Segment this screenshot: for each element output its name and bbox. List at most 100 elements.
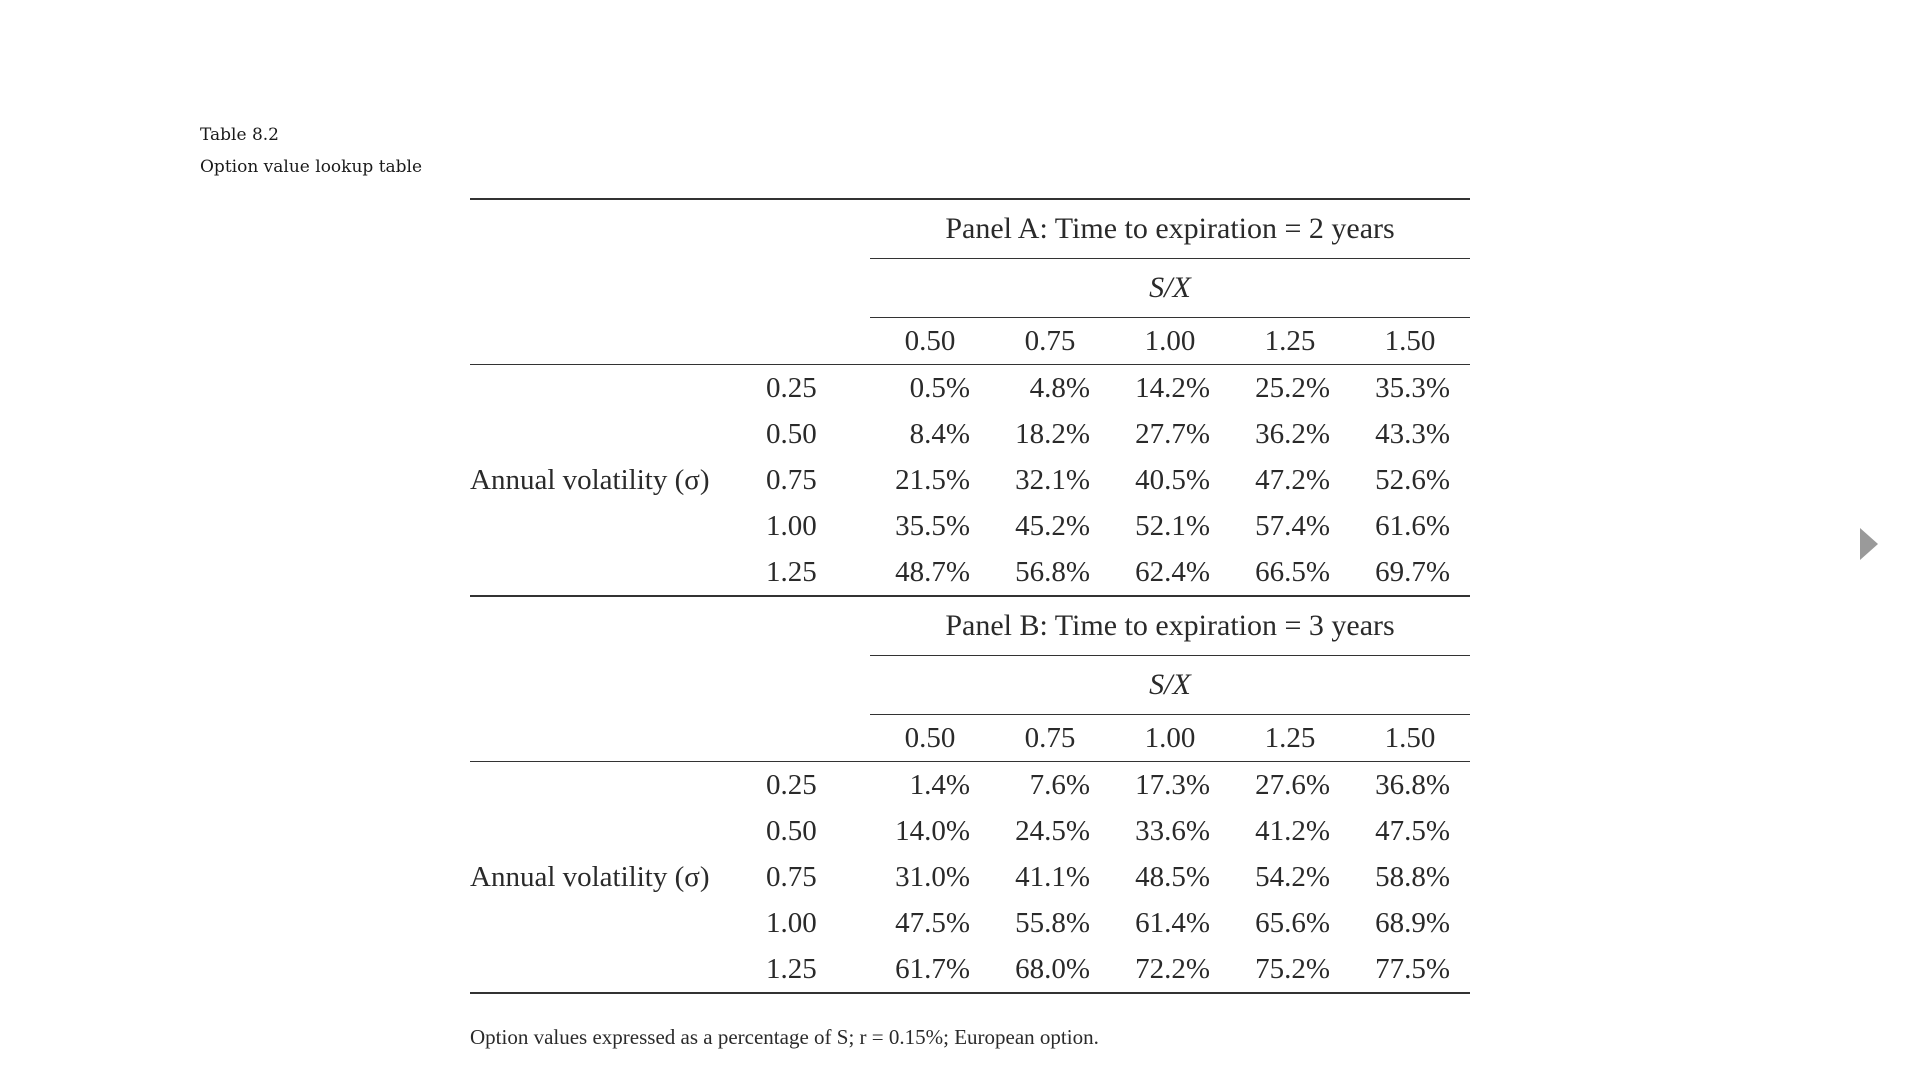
sx-row: S/X <box>470 258 1471 318</box>
table-row: 1.25 61.7% 68.0% 72.2% 75.2% 77.5% <box>470 946 1471 994</box>
empty-cell <box>470 714 870 762</box>
option-value-table: Panel A: Time to expiration = 2 years S/X… <box>470 198 1471 994</box>
option-value-cell: 52.6% <box>1375 463 1451 496</box>
volatility-value: 0.50 <box>766 417 817 450</box>
option-value-cell: 72.2% <box>1110 946 1230 994</box>
option-value-cell: 58.8% <box>1375 860 1451 893</box>
row-group-label: Annual volatility (σ) <box>470 860 710 893</box>
column-header: 1.00 <box>1110 317 1230 365</box>
empty-cell <box>470 946 760 994</box>
volatility-value: 0.75 <box>766 463 817 496</box>
option-value-cell: 40.5% <box>1135 463 1210 496</box>
option-value-cell: 17.3% <box>1135 768 1210 801</box>
option-value-cell: 0.5% <box>909 371 970 404</box>
option-value-cell: 1.4% <box>909 768 970 801</box>
sx-label: S/X <box>870 258 1471 318</box>
panel-title-row: Panel B: Time to expiration = 3 years <box>470 596 1471 656</box>
option-value-cell: 36.8% <box>1375 768 1451 801</box>
table-number: Table 8.2 <box>200 125 279 145</box>
option-value-cell: 47.5% <box>1375 814 1451 847</box>
volatility-value: 1.25 <box>760 946 870 994</box>
option-value-cell: 24.5% <box>1015 814 1090 847</box>
empty-cell <box>470 198 870 259</box>
option-value-cell: 77.5% <box>1350 946 1471 994</box>
empty-cell <box>470 549 760 597</box>
empty-cell <box>470 808 760 854</box>
table-row: Annual volatility (σ) 0.75 31.0% 41.1% 48.5%… <box>470 854 1470 900</box>
option-value-cell: 14.0% <box>895 814 970 847</box>
option-value-cell: 52.1% <box>1135 509 1210 542</box>
empty-cell <box>470 365 760 412</box>
option-value-cell: 4.8% <box>1029 371 1090 404</box>
column-header: 0.50 <box>870 714 990 762</box>
option-value-cell: 7.6% <box>1029 768 1090 801</box>
option-value-cell: 61.7% <box>870 946 990 994</box>
column-header-row: 0.50 0.75 1.00 1.25 1.50 <box>470 714 1471 762</box>
option-value-cell: 41.2% <box>1255 814 1330 847</box>
table-row: 0.50 14.0% 24.5% 33.6% 41.2% 47.5% <box>470 808 1470 854</box>
empty-cell <box>470 317 870 365</box>
option-value-cell: 33.6% <box>1135 814 1210 847</box>
option-value-cell: 75.2% <box>1230 946 1350 994</box>
option-value-cell: 48.7% <box>870 549 990 597</box>
option-value-cell: 56.8% <box>990 549 1110 597</box>
column-header: 1.25 <box>1230 317 1350 365</box>
column-header: 0.75 <box>990 317 1110 365</box>
volatility-value: 0.25 <box>766 768 817 801</box>
table-row: 1.00 47.5% 55.8% 61.4% 65.6% 68.9% <box>470 900 1470 946</box>
option-value-cell: 18.2% <box>1015 417 1090 450</box>
option-value-cell: 31.0% <box>895 860 970 893</box>
triangle-right-icon[interactable] <box>1860 528 1878 560</box>
option-value-cell: 21.5% <box>895 463 970 496</box>
panel-title: Panel B: Time to expiration = 3 years <box>870 596 1471 656</box>
empty-cell <box>470 503 760 549</box>
option-value-cell: 35.3% <box>1375 371 1451 404</box>
option-value-cell: 35.5% <box>895 509 970 542</box>
column-header: 1.50 <box>1350 317 1471 365</box>
option-value-cell: 62.4% <box>1110 549 1230 597</box>
option-value-cell: 47.5% <box>895 906 970 939</box>
table-footnote: Option values expressed as a percentage … <box>470 1025 1099 1049</box>
column-header: 0.50 <box>870 317 990 365</box>
volatility-value: 1.00 <box>766 509 817 542</box>
empty-cell <box>470 656 870 715</box>
empty-cell <box>470 762 760 809</box>
sx-row: S/X <box>470 655 1471 715</box>
option-value-cell: 68.9% <box>1375 906 1451 939</box>
table-row: 1.25 48.7% 56.8% 62.4% 66.5% 69.7% <box>470 549 1471 597</box>
panel-title-row: Panel A: Time to expiration = 2 years <box>470 198 1471 259</box>
table-row: Annual volatility (σ) 0.75 21.5% 32.1% 40.5%… <box>470 457 1470 503</box>
volatility-value: 0.75 <box>766 860 817 893</box>
lookup-table: Panel A: Time to expiration = 2 years S/X… <box>470 198 1471 994</box>
table-row: 1.00 35.5% 45.2% 52.1% 57.4% 61.6% <box>470 503 1470 549</box>
option-value-cell: 27.6% <box>1255 768 1330 801</box>
volatility-value: 0.25 <box>766 371 817 404</box>
option-value-cell: 54.2% <box>1255 860 1330 893</box>
option-value-cell: 32.1% <box>1015 463 1090 496</box>
panel-b: Panel B: Time to expiration = 3 years S/X… <box>470 596 1471 994</box>
option-value-cell: 43.3% <box>1375 417 1451 450</box>
row-group-label: Annual volatility (σ) <box>470 463 710 496</box>
table-title: Option value lookup table <box>200 157 423 177</box>
option-value-cell: 8.4% <box>909 417 970 450</box>
column-header: 1.50 <box>1350 714 1471 762</box>
table-row: 0.25 1.4% 7.6% 17.3% 27.6% 36.8% <box>470 762 1470 809</box>
option-value-cell: 55.8% <box>1015 906 1090 939</box>
column-header: 1.25 <box>1230 714 1350 762</box>
empty-cell <box>470 259 870 318</box>
option-value-cell: 66.5% <box>1230 549 1350 597</box>
option-value-cell: 47.2% <box>1255 463 1330 496</box>
option-value-cell: 68.0% <box>990 946 1110 994</box>
option-value-cell: 27.7% <box>1135 417 1210 450</box>
column-header-row: 0.50 0.75 1.00 1.25 1.50 <box>470 317 1471 365</box>
option-value-cell: 25.2% <box>1255 371 1330 404</box>
option-value-cell: 14.2% <box>1135 371 1210 404</box>
table-row: 0.50 8.4% 18.2% 27.7% 36.2% 43.3% <box>470 411 1470 457</box>
empty-cell <box>470 411 760 457</box>
volatility-value: 1.00 <box>766 906 817 939</box>
empty-cell <box>470 596 870 656</box>
option-value-cell: 57.4% <box>1255 509 1330 542</box>
panel-title: Panel A: Time to expiration = 2 years <box>870 198 1471 259</box>
option-value-cell: 41.1% <box>1015 860 1090 893</box>
option-value-cell: 69.7% <box>1350 549 1471 597</box>
